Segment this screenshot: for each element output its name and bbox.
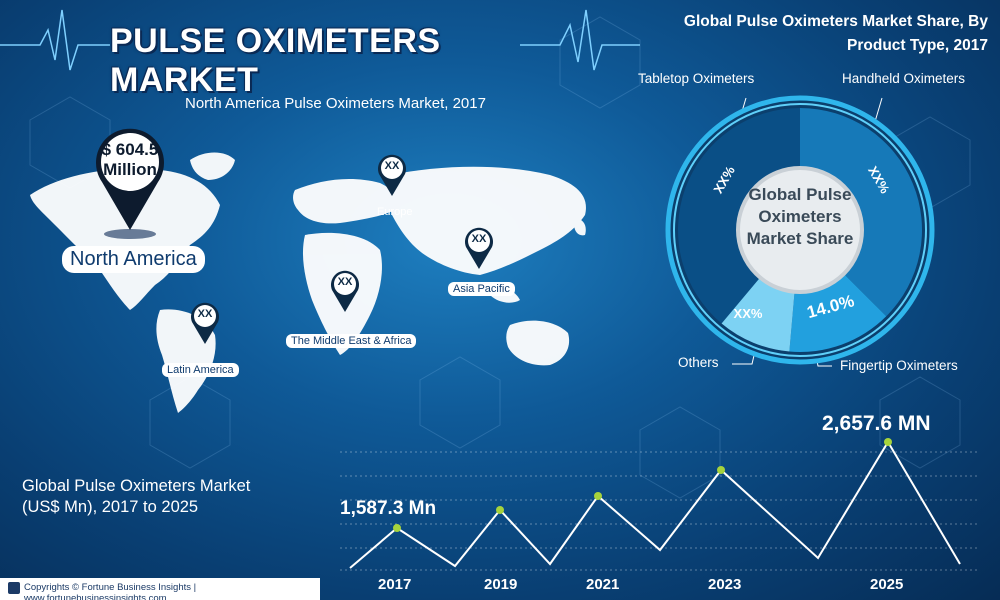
line-markers (393, 438, 892, 532)
footer-text: Copyrights © Fortune Business Insights |… (24, 582, 197, 600)
region-label-middle-east-africa: The Middle East & Africa (286, 334, 417, 348)
slice-label-others: XX% (734, 306, 763, 321)
featured-value: $ 604.5 (101, 140, 159, 159)
donut-chart: XX% XX%14.0%XX% (665, 95, 935, 367)
north-america-value: $ 604.5 Million (90, 140, 170, 180)
asia-pacific-value: XX (471, 233, 487, 245)
continent-europe (293, 179, 397, 224)
series-line (349, 440, 961, 569)
gridlines (340, 451, 980, 571)
marker-2025 (884, 438, 892, 446)
latin-america-value: XX (197, 308, 213, 320)
region-label-europe: Europe (377, 206, 413, 218)
heartbeat-line (0, 9, 640, 71)
page-title: PULSE OXIMETERS MARKET (110, 22, 441, 99)
latin-america-pin-icon (191, 302, 219, 344)
region-label-north-america: North America (62, 246, 205, 273)
legend-handheld: Handheld Oximeters (842, 71, 966, 86)
x-tick-2023: 2023 (708, 576, 742, 593)
slice-fingertip-oximeters (789, 273, 887, 353)
region-label-asia-pacific: Asia Pacific (448, 282, 515, 296)
copyright-logo-icon (8, 582, 20, 594)
marker-2017 (393, 524, 401, 532)
donut-center-label: Global Pulse Oximeters Market Share (746, 185, 854, 248)
middle-east-africa-pin-icon (331, 270, 359, 312)
middle-east-africa-value: XX (337, 276, 353, 288)
line-chart (340, 438, 980, 571)
footer-bar: Copyrights © Fortune Business Insights |… (0, 578, 320, 600)
continent-asia (387, 166, 586, 275)
map-heading: North America Pulse Oximeters Market, 20… (185, 95, 486, 112)
annotation-start: 1,587.3 Mn (340, 498, 437, 519)
marker-2021 (594, 492, 602, 500)
continent-australia (506, 320, 570, 366)
continent-greenland (190, 152, 235, 180)
x-tick-2017: 2017 (378, 576, 412, 593)
continent-north-america (30, 168, 220, 310)
x-tick-2021: 2021 (586, 576, 620, 593)
marker-2023 (717, 466, 725, 474)
legend-fingertip: Fingertip Oximeters (840, 358, 958, 373)
region-label-latin-america: Latin America (162, 363, 239, 377)
x-tick-2019: 2019 (484, 576, 518, 593)
legend-others: Others (678, 355, 719, 370)
line-chart-title: Global Pulse Oximeters Market (US$ Mn), … (22, 477, 251, 516)
x-tick-2025: 2025 (870, 576, 904, 593)
pie-chart-title: Global Pulse Oximeters Market Share, By … (683, 13, 988, 54)
europe-value: XX (384, 160, 400, 172)
donut-center (736, 166, 864, 294)
annotation-end: 2,657.6 MN (822, 412, 931, 435)
north-america-pin-icon (96, 128, 164, 239)
featured-unit: Million (103, 160, 157, 179)
asia-pacific-pin-icon (465, 227, 493, 269)
legend-tabletop: Tabletop Oximeters (638, 71, 755, 86)
marker-2019 (496, 506, 504, 514)
slice-others (721, 277, 795, 352)
europe-pin-icon (378, 154, 406, 196)
